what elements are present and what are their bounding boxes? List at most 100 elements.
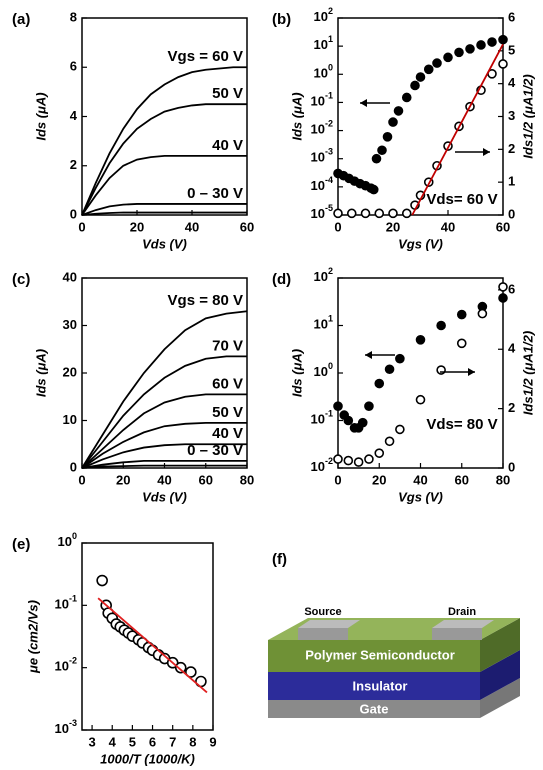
- x-tick-label: 60: [199, 472, 213, 487]
- x-tick-label: 20: [130, 219, 144, 234]
- data-point: [477, 308, 488, 319]
- data-point: [443, 52, 453, 63]
- y2-tick-label: 3: [508, 108, 515, 123]
- series-line: [81, 155, 247, 216]
- x-tick-label: 0: [334, 472, 341, 487]
- insulator-side: [480, 650, 520, 700]
- arrow-head: [483, 148, 490, 156]
- data-point: [401, 208, 412, 219]
- x-tick-label: 40: [413, 472, 427, 487]
- data-point: [343, 455, 354, 466]
- curve-label: 70 V: [212, 337, 243, 354]
- y-axis-title: μe (cm2/Vs): [25, 600, 40, 674]
- y-tick-label: 10-4: [311, 175, 333, 193]
- curve-label: 40 V: [212, 137, 243, 154]
- data-point: [393, 106, 404, 116]
- y2-tick-label: 2: [508, 400, 515, 415]
- annotation: Vds= 60 V: [426, 191, 497, 208]
- curve-label: 60 V: [212, 375, 243, 392]
- source-label: Source: [304, 606, 341, 618]
- data-point: [174, 661, 187, 674]
- series-line: [81, 203, 247, 216]
- y-tick-label: 0: [70, 206, 77, 221]
- x-tick-label: 80: [240, 472, 254, 487]
- gate-front: [268, 700, 480, 718]
- y2-tick-label: 0: [508, 206, 515, 221]
- y-tick-label: 101: [314, 314, 333, 332]
- y-tick-label: 2: [70, 157, 77, 172]
- y-tick-label: 0: [70, 459, 77, 474]
- data-point: [401, 92, 412, 103]
- x-tick-label: 20: [372, 472, 386, 487]
- x-tick-label: 7: [169, 734, 176, 749]
- y-tick-label: 4: [70, 108, 78, 123]
- x-tick-label: 40: [185, 219, 199, 234]
- panel-label: (c): [12, 271, 30, 288]
- x-tick-label: 6: [149, 734, 156, 749]
- x-axis-title: Vds (V): [142, 236, 187, 251]
- data-point: [498, 34, 508, 45]
- x-tick-label: 20: [116, 472, 130, 487]
- y-tick-label: 10-2: [311, 119, 333, 137]
- y-tick-label: 8: [70, 9, 77, 24]
- data-point: [374, 448, 385, 458]
- y-tick-label: 10-1: [55, 594, 77, 612]
- y2-tick-label: 5: [508, 42, 515, 57]
- insulator-label: Insulator: [353, 678, 408, 693]
- data-point: [436, 320, 446, 331]
- y-tick-label: 101: [314, 35, 333, 53]
- data-point: [388, 208, 398, 219]
- data-point: [415, 394, 426, 405]
- y-tick-label: 10-3: [55, 718, 77, 736]
- y2-axis-title: Ids1/2 (μA1/2): [520, 331, 535, 415]
- data-point: [436, 365, 446, 375]
- series-line: [81, 66, 247, 216]
- panel-label: (a): [12, 11, 30, 28]
- data-point: [343, 415, 354, 426]
- y-tick-label: 40: [63, 269, 77, 284]
- y-tick-label: 10: [63, 412, 77, 427]
- y-tick-label: 100: [314, 361, 333, 379]
- y-tick-label: 102: [314, 6, 333, 24]
- data-point: [456, 309, 467, 320]
- data-point: [346, 208, 357, 219]
- series-line: [81, 443, 247, 469]
- drain-label: Drain: [448, 606, 476, 618]
- data-point: [498, 293, 508, 303]
- series-line: [81, 211, 247, 216]
- x-tick-label: 3: [88, 734, 95, 749]
- semiconductor-side: [480, 618, 520, 672]
- panel-label: (e): [12, 536, 30, 553]
- data-point: [333, 401, 343, 412]
- y-axis-title: Ids (μA): [289, 349, 304, 397]
- y2-tick-label: 4: [508, 341, 516, 356]
- curve-label: 0 – 30 V: [187, 185, 243, 202]
- insulator-front: [268, 672, 480, 700]
- y-tick-label: 20: [63, 364, 77, 379]
- drain-block: [432, 628, 482, 640]
- y-tick-label: 10-3: [311, 147, 333, 165]
- y2-axis-title: Ids1/2 (μA1/2): [520, 74, 535, 158]
- data-point: [96, 574, 108, 587]
- data-point: [456, 338, 467, 349]
- y-tick-label: 10-2: [55, 656, 77, 674]
- arrow-head: [468, 368, 475, 376]
- data-point: [377, 145, 387, 156]
- data-point: [465, 44, 475, 54]
- data-point: [498, 282, 508, 292]
- x-tick-label: 60: [240, 219, 254, 234]
- data-point: [476, 40, 486, 50]
- semiconductor-front: [268, 640, 480, 672]
- data-point: [353, 457, 364, 467]
- y-tick-label: 6: [70, 59, 77, 74]
- data-point: [374, 208, 385, 219]
- data-point: [374, 378, 385, 389]
- data-point: [360, 208, 371, 219]
- data-point: [384, 364, 395, 375]
- x-tick-label: 40: [441, 219, 455, 234]
- series-line: [81, 310, 248, 469]
- x-tick-label: 5: [129, 734, 136, 749]
- series-line: [81, 103, 247, 216]
